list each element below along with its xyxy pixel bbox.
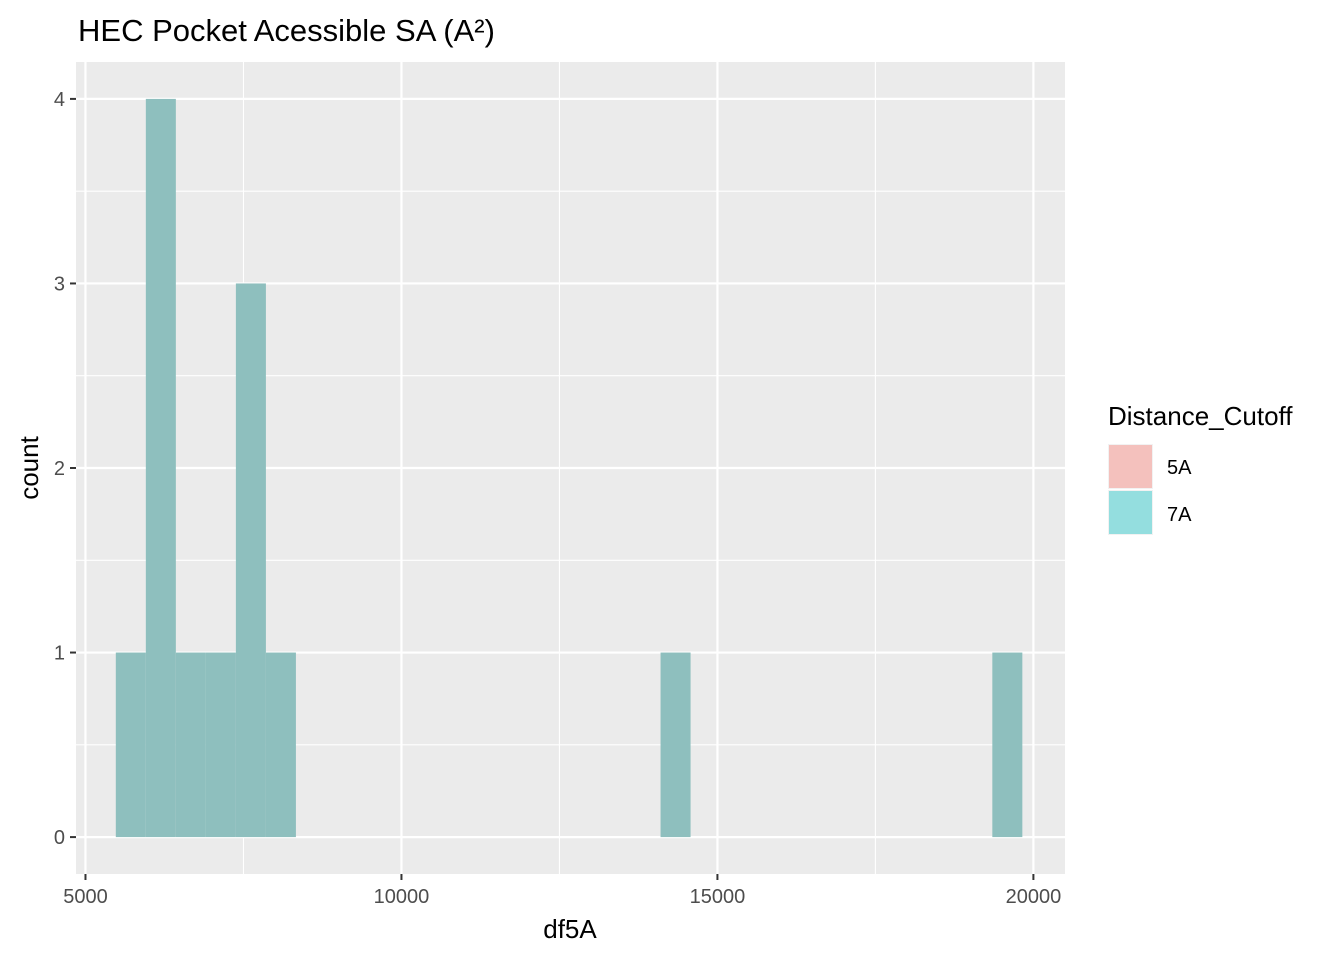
x-axis-ticks: 5000 10000 15000 20000	[63, 874, 1061, 908]
major-gridlines	[76, 62, 1065, 874]
histogram-bar	[265, 652, 296, 838]
x-tick-label: 15000	[690, 886, 746, 908]
histogram-bar	[992, 652, 1023, 838]
legend-label-5a: 5A	[1167, 457, 1192, 479]
chart-title: HEC Pocket Acessible SA (A²)	[78, 13, 495, 48]
x-tick-label: 20000	[1006, 886, 1062, 908]
histogram-bar	[175, 652, 206, 838]
y-axis-title: count	[14, 435, 44, 499]
legend-label-7a: 7A	[1167, 504, 1192, 526]
y-tick-label: 4	[54, 89, 65, 111]
y-tick-label: 0	[54, 827, 65, 849]
x-tick-label: 5000	[63, 886, 108, 908]
legend-swatch-5a	[1109, 445, 1152, 488]
x-tick-label: 10000	[374, 886, 430, 908]
y-tick-label: 2	[54, 458, 65, 480]
legend-item-7a: 7A	[1108, 490, 1192, 535]
y-tick-label: 3	[54, 273, 65, 295]
histogram-bars	[115, 98, 1023, 838]
histogram-bar	[205, 652, 236, 838]
legend-item-5a: 5A	[1108, 444, 1192, 489]
histogram-bar	[145, 98, 176, 838]
histogram-bar	[660, 652, 691, 838]
legend-title: Distance_Cutoff	[1108, 401, 1293, 431]
legend-swatch-7a	[1109, 491, 1152, 534]
y-tick-label: 1	[54, 643, 65, 665]
histogram-bar	[115, 652, 146, 838]
legend: Distance_Cutoff 5A 7A	[1108, 401, 1293, 535]
y-axis-ticks: 0 1 2 3 4	[54, 89, 76, 849]
histogram-bar	[235, 283, 266, 838]
x-axis-title: df5A	[543, 914, 597, 944]
